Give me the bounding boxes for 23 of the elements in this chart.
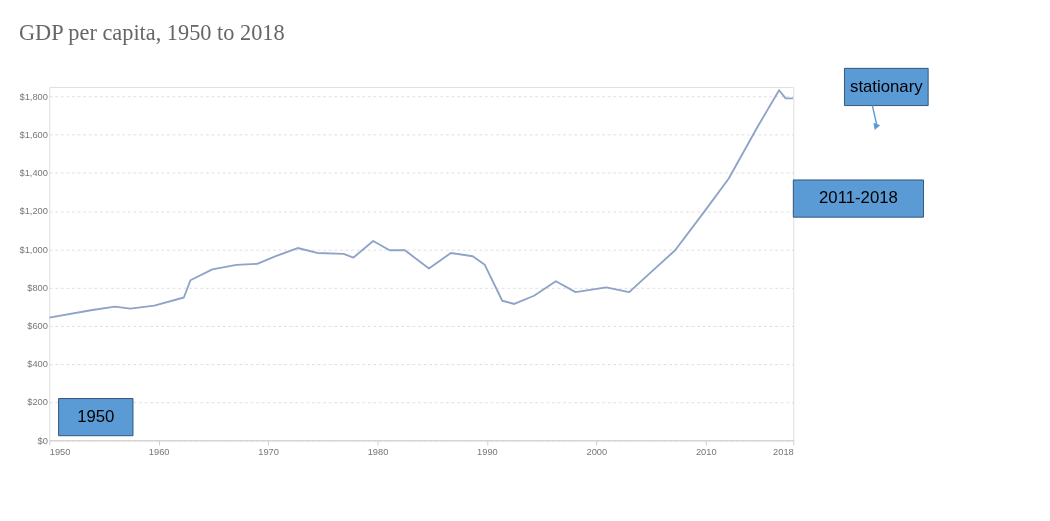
x-tick-label: 2018	[773, 446, 794, 457]
x-tick-label: 1950	[49, 446, 71, 457]
text: stationary	[850, 76, 924, 96]
line-series	[49, 89, 794, 319]
x-tick-label: 2010	[695, 446, 717, 457]
y-tick-label: $1,800	[19, 91, 48, 102]
y-tick-label: $1,400	[19, 168, 48, 179]
y-tick-label: $200	[27, 397, 48, 408]
y-tick-label: $1,000	[19, 244, 48, 255]
x-tick-label: 2000	[586, 446, 608, 457]
y-tick-label: $800	[27, 282, 48, 293]
y-tick-label: $1,200	[19, 206, 48, 217]
x-tick-label: 1990	[477, 446, 498, 457]
x-tick-label: 1970	[258, 446, 279, 457]
annotation: 1950	[77, 406, 115, 426]
x-tick-label: 1980	[367, 446, 389, 457]
y-tick-label: $0	[37, 435, 48, 446]
chart-title: GDP per capita, 1950 to 2018	[18, 20, 285, 45]
x-tick-label: 1960	[148, 446, 170, 457]
y-tick-label: $600	[27, 321, 48, 332]
text: 2011-2018	[819, 188, 898, 208]
y-tick-label: $400	[27, 359, 48, 370]
y-tick-label: $1,600	[19, 129, 48, 140]
